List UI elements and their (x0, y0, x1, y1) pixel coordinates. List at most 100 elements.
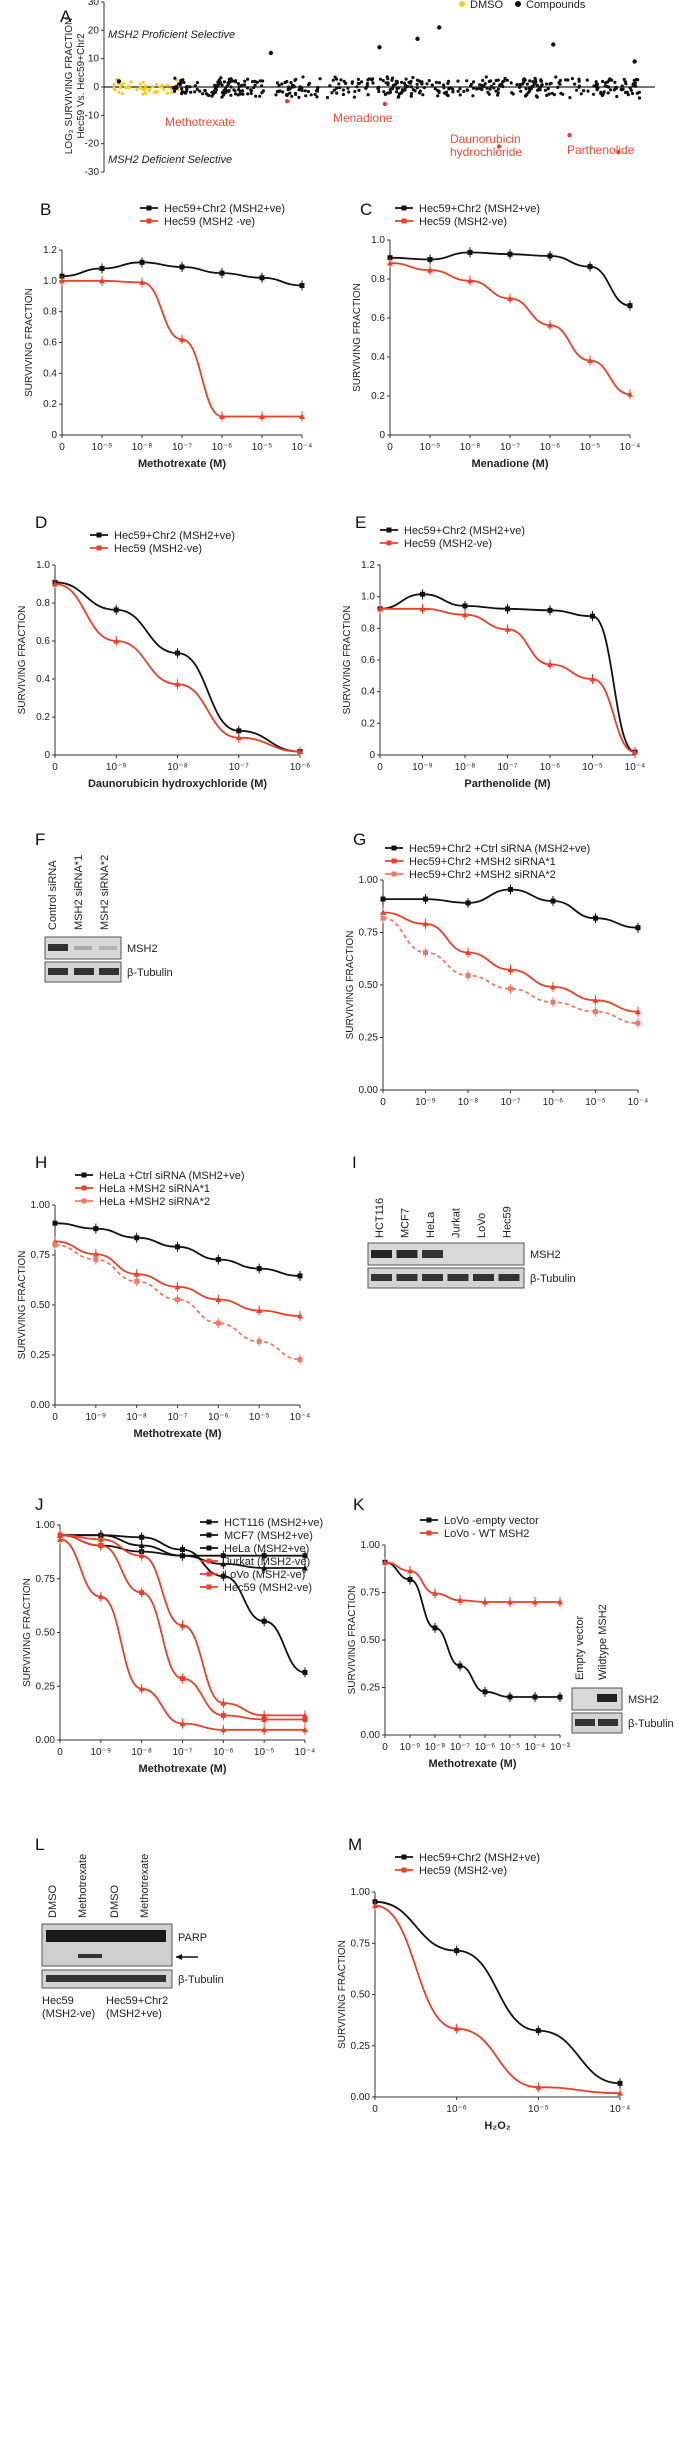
panel-b-ytick-label: 0.4 (43, 368, 57, 379)
compound-point (285, 79, 289, 84)
compound-point (422, 86, 426, 90)
compound-point (337, 82, 341, 86)
panel-h-series-2-line (54, 1240, 301, 1317)
compound-point (395, 81, 399, 85)
panel-j-legend-label-4: Jurkat (MSH2-ve) (224, 1556, 310, 1568)
panel-g-series-3-point (550, 999, 556, 1005)
dmso-point (135, 88, 139, 92)
compound-point (527, 89, 532, 93)
panel-j-series-2-point (138, 1542, 145, 1548)
panel-m-series-2-point (535, 2084, 542, 2090)
compound-point (557, 81, 561, 85)
panel-d-ytick-label: 0 (44, 750, 50, 761)
blot-f-lane-3: MSH2 siRNA*2 (99, 855, 111, 930)
compound-point (352, 95, 356, 99)
compound-point (475, 87, 479, 91)
compound-point (227, 89, 231, 93)
panel-g-series-1-point (465, 900, 471, 906)
compound-point (415, 86, 419, 90)
compound-point (381, 79, 385, 83)
panel-c-ytick-label: 0 (379, 430, 385, 441)
panel-j-legend-marker (206, 1519, 212, 1525)
compound-point (536, 88, 540, 92)
panel-c-series-2-point (467, 277, 473, 284)
dmso-point (126, 86, 130, 90)
compound-point (577, 84, 581, 88)
panel-c-xtick-label: 10⁻⁹ (420, 442, 441, 453)
panel-b-ytick-label: 0.8 (43, 307, 57, 318)
panel-e-ytick-label: 1.2 (361, 560, 375, 571)
compound-point (606, 91, 610, 95)
panel-j-series-5-point (220, 1712, 226, 1718)
panel-j-series-6-point (261, 1726, 268, 1733)
cleaved-parp-arrowhead-icon (176, 1954, 182, 1960)
blot-i-tubulin-label: β-Tubulin (530, 1273, 576, 1285)
compound-point (261, 89, 265, 93)
panel-h-series-1-point (297, 1273, 303, 1279)
hit-label-daunorubicin-2: hydrochloride (450, 145, 522, 159)
panel-e-xlabel: Parthenolide (M) (464, 778, 551, 790)
compound-point (335, 77, 339, 81)
blot-i-msh2-band (371, 1250, 392, 1258)
panel-m-series-1-line (374, 1900, 621, 2085)
dmso-point (151, 85, 155, 89)
compound-point (566, 78, 570, 82)
compound-point (240, 83, 244, 87)
compound-point (605, 84, 609, 89)
panel-e-ylabel: SURVIVING FRACTION (342, 606, 353, 715)
panel-d-xtick-label: 10⁻⁹ (106, 762, 127, 773)
panel-h-series-1-point (134, 1235, 140, 1241)
compound-point (382, 90, 386, 94)
panel-j-series-1-point (220, 1553, 226, 1559)
panel-j-series-6-point (179, 1720, 186, 1727)
compound-point (534, 80, 538, 84)
panel-e-legend-marker (386, 527, 392, 533)
panel-h-series-1-point (256, 1266, 262, 1272)
compound-point (404, 77, 408, 81)
compound-point (185, 84, 189, 89)
compound-point (477, 86, 482, 91)
compound-point (260, 84, 264, 88)
panel-k-xtick-label: 10⁻⁶ (475, 1742, 496, 1753)
compound-point (251, 80, 255, 84)
panel-e-ytick-label: 0.6 (361, 655, 375, 666)
compound-point (623, 90, 628, 95)
panel-g-series-1-point (593, 915, 598, 921)
panel-b-legend-marker (146, 218, 152, 224)
panel-k-xtick-label: 10⁻⁴ (525, 1742, 546, 1753)
panel-j-xtick-label: 10⁻⁷ (172, 1747, 192, 1758)
compound-point (241, 92, 245, 96)
panel-k-label: K (353, 1495, 365, 1514)
panel-j-series-2-point (302, 1565, 308, 1571)
compound-point (237, 85, 241, 89)
panel-k-xtick-label: 10⁻⁸ (425, 1742, 446, 1753)
compound-point (275, 81, 279, 85)
panel-j-series-3-point (220, 1573, 226, 1579)
compound-point (253, 83, 257, 87)
compound-point (258, 94, 262, 98)
compound-point (368, 77, 372, 81)
dmso-point (143, 91, 147, 95)
dmso-point (144, 84, 148, 88)
compound-point (610, 78, 614, 82)
panel-h-xtick-label: 0 (52, 1412, 58, 1423)
compound-point (471, 94, 475, 98)
compound-point (287, 85, 291, 89)
panel-d-series-2-point (174, 681, 181, 687)
compound-point (550, 91, 554, 95)
panel-c-ytick-label: 0.4 (371, 352, 385, 363)
panel-g-legend-label-2: Hec59+Chr2 +MSH2 siRNA*1 (409, 856, 556, 868)
compound-point (213, 83, 217, 87)
panel-d-legend-marker (96, 532, 102, 538)
panel-e-legend-label-1: Hec59+Chr2 (MSH2+ve) (404, 525, 525, 537)
panel-a-ytick-label: -10 (85, 110, 100, 121)
panel-d: D 1.0 0.8 0.6 0.4 0.2 00 10⁻⁹ 10⁻⁸ 10⁻⁷ 10⁻⁶ Dauno… (17, 513, 310, 790)
blot-f-msh2-label: MSH2 (127, 943, 158, 955)
panel-h-label: H (35, 1153, 47, 1172)
panel-j-series-5-point (261, 1717, 267, 1723)
compound-point (391, 86, 395, 90)
panel-b-xtick-label: 10⁻⁹ (92, 442, 113, 453)
panel-c-series-2-point (427, 267, 433, 273)
blot-f-tubulin-band-3 (99, 968, 119, 975)
panel-g-legend-marker (391, 845, 397, 851)
